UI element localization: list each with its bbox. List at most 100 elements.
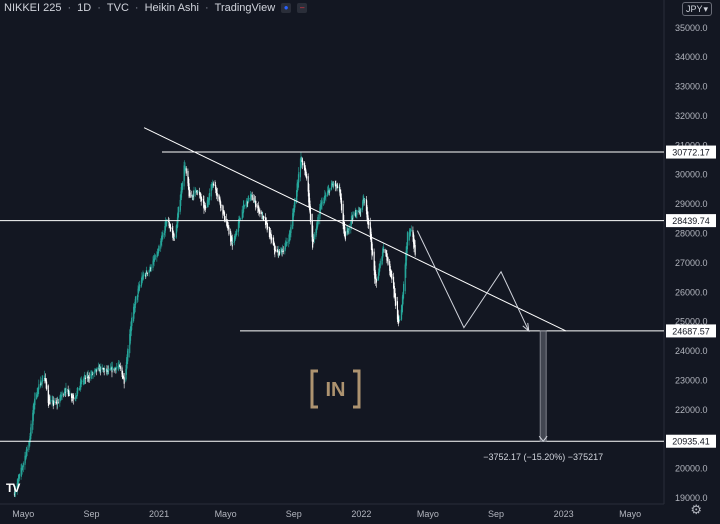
x-tick-label: Mayo	[417, 509, 439, 519]
candle-body	[246, 199, 248, 204]
candle-body	[328, 190, 330, 193]
measure-range[interactable]	[539, 330, 547, 442]
candle-body	[126, 350, 129, 365]
remove-icon[interactable]: –	[297, 3, 308, 13]
candle-body	[83, 379, 85, 382]
candle-body	[38, 384, 40, 390]
candle-body	[204, 204, 206, 208]
candle-body	[224, 216, 226, 222]
candle-body	[148, 270, 150, 274]
candle-body	[129, 328, 131, 344]
candle-body	[94, 370, 96, 374]
candle-body	[96, 367, 98, 371]
candle-body	[57, 402, 59, 404]
candle-body	[271, 237, 273, 240]
candle-body	[68, 393, 70, 397]
candle-body	[262, 215, 264, 217]
candle-body	[232, 241, 234, 244]
candle-body	[187, 177, 190, 190]
chart-style-label[interactable]: Heikin Ashi	[144, 2, 199, 14]
x-tick-label: 2021	[149, 509, 169, 519]
candle-body	[363, 196, 365, 203]
candle-body	[21, 468, 23, 473]
candle-body	[115, 368, 117, 371]
candle-body	[164, 222, 166, 233]
candle-body	[24, 456, 27, 461]
candle-body	[319, 204, 321, 214]
candle-body	[37, 387, 39, 392]
eye-icon[interactable]: ●	[281, 3, 292, 13]
candle-body	[141, 278, 144, 280]
candle-body	[414, 242, 416, 248]
candle-body	[343, 221, 345, 232]
candle-body	[390, 271, 392, 277]
candle-body	[330, 183, 333, 190]
candle-body	[29, 432, 32, 440]
candle-body	[57, 401, 59, 404]
candle-body	[338, 186, 340, 188]
candle-body	[255, 200, 257, 208]
candle-body	[348, 226, 350, 231]
platform-label: TradingView	[214, 2, 276, 14]
descending-trendline[interactable]	[143, 127, 567, 332]
candle-body	[164, 230, 166, 236]
candle-body	[90, 375, 93, 377]
candle-body	[258, 206, 260, 213]
candle-body	[358, 210, 360, 213]
y-tick-label: 20000.0	[675, 464, 708, 474]
x-tick-label: Mayo	[215, 509, 237, 519]
candle-body	[161, 234, 163, 240]
candle-body	[144, 273, 146, 276]
watermark-logo: IN	[310, 369, 361, 409]
candle-body	[265, 221, 267, 223]
candle-body	[278, 249, 280, 254]
candle-body	[231, 239, 233, 247]
candle-body	[369, 222, 371, 235]
candle-body	[99, 368, 101, 372]
candle-body	[70, 394, 73, 398]
symbol-name[interactable]: NIKKEI 225	[4, 2, 62, 14]
candle-body	[104, 369, 106, 371]
candle-body	[133, 306, 135, 322]
interval-label[interactable]: 1D	[77, 2, 92, 14]
candle-body	[52, 400, 54, 405]
candle-body	[317, 221, 319, 227]
candle-body	[179, 199, 181, 213]
candle-body	[320, 201, 323, 208]
candle-body	[134, 306, 136, 310]
candle-body	[327, 191, 329, 196]
x-tick-label: Mayo	[12, 509, 34, 519]
candle-body	[261, 212, 263, 214]
candle-body	[114, 367, 116, 369]
candle-body	[203, 200, 205, 209]
currency-selector[interactable]: JPY ▾	[681, 2, 712, 16]
candle-body	[181, 182, 183, 191]
gear-icon[interactable]: ⚙	[690, 502, 702, 517]
candle-body	[344, 231, 346, 240]
candle-body	[296, 183, 298, 197]
candle-body	[317, 214, 319, 224]
candle-body	[241, 209, 243, 220]
candle-body	[335, 184, 337, 186]
candle-body	[331, 183, 333, 187]
candle-body	[379, 264, 381, 272]
projection-arrowhead	[522, 322, 530, 333]
candle-body	[311, 214, 313, 238]
candle-body	[242, 205, 244, 214]
candle-body	[313, 234, 315, 240]
candle-body	[87, 376, 89, 379]
candle-body	[22, 462, 24, 468]
candle-body	[301, 156, 303, 163]
candle-body	[200, 196, 202, 202]
candle-body	[398, 316, 400, 324]
candle-body	[297, 181, 299, 190]
projection-path[interactable]	[416, 230, 530, 332]
candle-body	[296, 190, 298, 203]
candle-body	[276, 250, 278, 253]
candle-body	[319, 207, 321, 220]
candle-body	[95, 368, 97, 371]
candle-body	[111, 367, 113, 373]
candle-body	[414, 245, 416, 255]
candle-body	[55, 401, 57, 404]
